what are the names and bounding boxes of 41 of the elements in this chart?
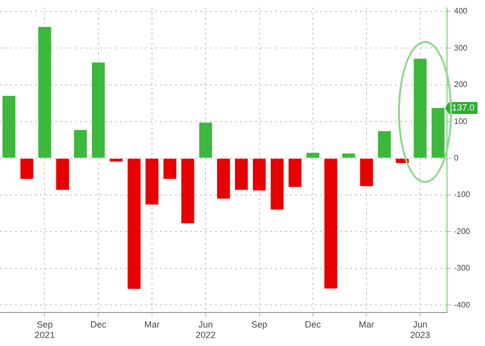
bar (20, 158, 34, 179)
y-tick-label: 400 (454, 6, 468, 16)
bar (324, 158, 338, 289)
bar (181, 158, 194, 224)
x-tick-label: Mar (358, 319, 374, 330)
x-tick-label: Mar (144, 319, 160, 330)
bar (378, 131, 391, 158)
bar (217, 158, 230, 199)
bar (270, 158, 284, 210)
bar (38, 26, 52, 158)
y-tick-label: 300 (454, 43, 468, 52)
bar (414, 58, 427, 158)
bar (56, 158, 70, 190)
bar (288, 158, 302, 187)
y-tick-label: 0 (454, 153, 459, 162)
bar (92, 62, 105, 158)
y-tick-label: -400 (454, 300, 471, 310)
bar (128, 158, 141, 289)
y-tick-label: -200 (454, 226, 471, 236)
bar (342, 153, 356, 158)
bar (146, 158, 158, 205)
bar (306, 152, 320, 158)
bar (360, 158, 373, 186)
text: 137.0 (452, 102, 475, 112)
x-tick-label: Sep 2021 (34, 319, 55, 340)
bar (2, 96, 16, 158)
x-tick-label: Sep (251, 319, 268, 330)
bar (432, 108, 444, 158)
bar (163, 158, 176, 179)
y-tick-label: -300 (454, 264, 471, 273)
x-tick-label: Jun 2022 (196, 319, 216, 340)
x-tick-label: Dec (90, 319, 107, 330)
bar (199, 122, 212, 158)
bar (74, 130, 87, 158)
bar (234, 158, 248, 190)
bar (252, 158, 266, 191)
x-tick-label: Jun 2023 (410, 319, 430, 340)
y-tick-label: 200 (454, 80, 468, 90)
y-tick-label: -100 (454, 190, 471, 200)
y-tick-label: 100 (454, 116, 468, 126)
x-tick-label: Dec (304, 319, 322, 330)
